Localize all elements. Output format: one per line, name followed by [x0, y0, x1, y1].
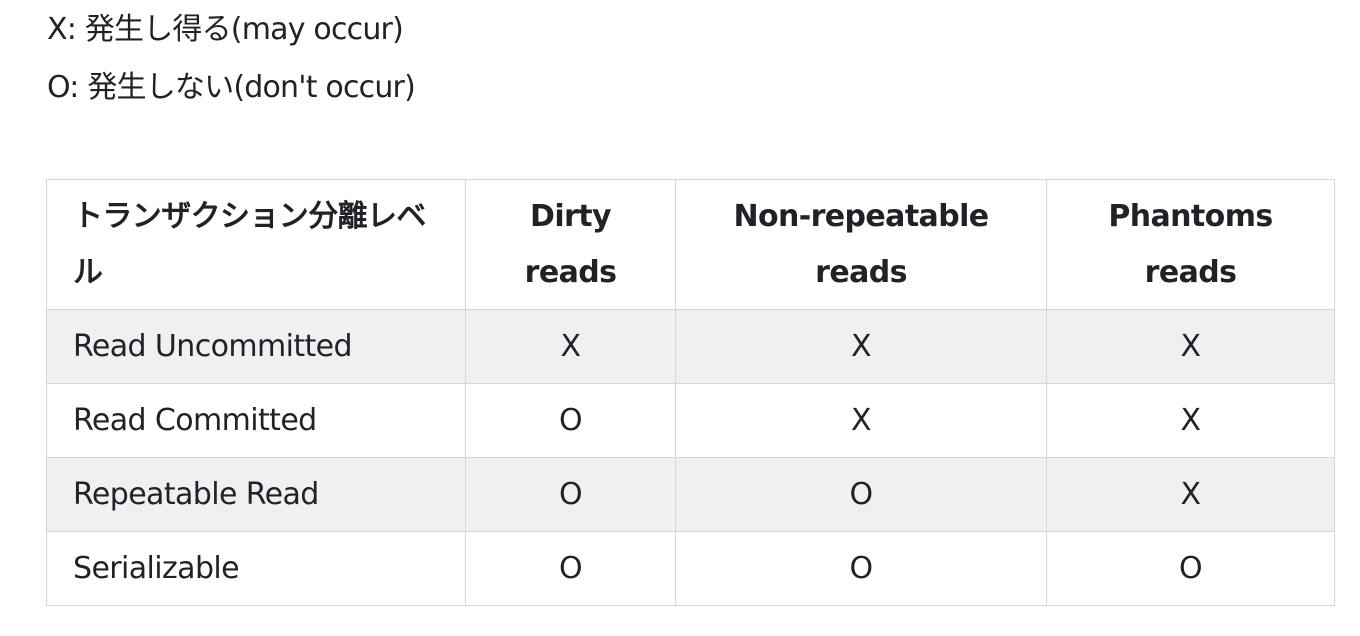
level-cell: Serializable — [46, 531, 466, 606]
dirty-reads-cell: O — [465, 457, 676, 532]
table-row: Read Committed O X X — [46, 383, 1335, 458]
level-cell: Read Committed — [46, 383, 466, 458]
legend-does-not-occur: O: 発生しない(don't occur) — [47, 70, 416, 105]
phantoms-reads-cell: X — [1046, 383, 1335, 458]
isolation-level-table: トランザクション分離レベル Dirty reads Non-repeatable… — [46, 179, 1335, 606]
table-row: Serializable O O O — [46, 531, 1335, 606]
level-cell: Repeatable Read — [46, 457, 466, 532]
non-repeatable-reads-cell: X — [675, 309, 1047, 384]
dirty-reads-cell: X — [465, 309, 676, 384]
header-isolation-level: トランザクション分離レベル — [46, 179, 466, 310]
phantoms-reads-cell: X — [1046, 309, 1335, 384]
header-phantoms-reads: Phantoms reads — [1046, 179, 1335, 310]
table-header-row: トランザクション分離レベル Dirty reads Non-repeatable… — [46, 179, 1335, 310]
phantoms-reads-cell: X — [1046, 457, 1335, 532]
table-row: Repeatable Read O O X — [46, 457, 1335, 532]
non-repeatable-reads-cell: X — [675, 383, 1047, 458]
table-row: Read Uncommitted X X X — [46, 309, 1335, 384]
dirty-reads-cell: O — [465, 531, 676, 606]
header-dirty-reads: Dirty reads — [465, 179, 676, 310]
level-cell: Read Uncommitted — [46, 309, 466, 384]
non-repeatable-reads-cell: O — [675, 531, 1047, 606]
legend-may-occur: X: 発生し得る(may occur) — [47, 12, 404, 47]
dirty-reads-cell: O — [465, 383, 676, 458]
header-non-repeatable-reads: Non-repeatable reads — [675, 179, 1047, 310]
non-repeatable-reads-cell: O — [675, 457, 1047, 532]
legend: X: 発生し得る(may occur) O: 発生しない(don't occur… — [47, 0, 416, 116]
phantoms-reads-cell: O — [1046, 531, 1335, 606]
